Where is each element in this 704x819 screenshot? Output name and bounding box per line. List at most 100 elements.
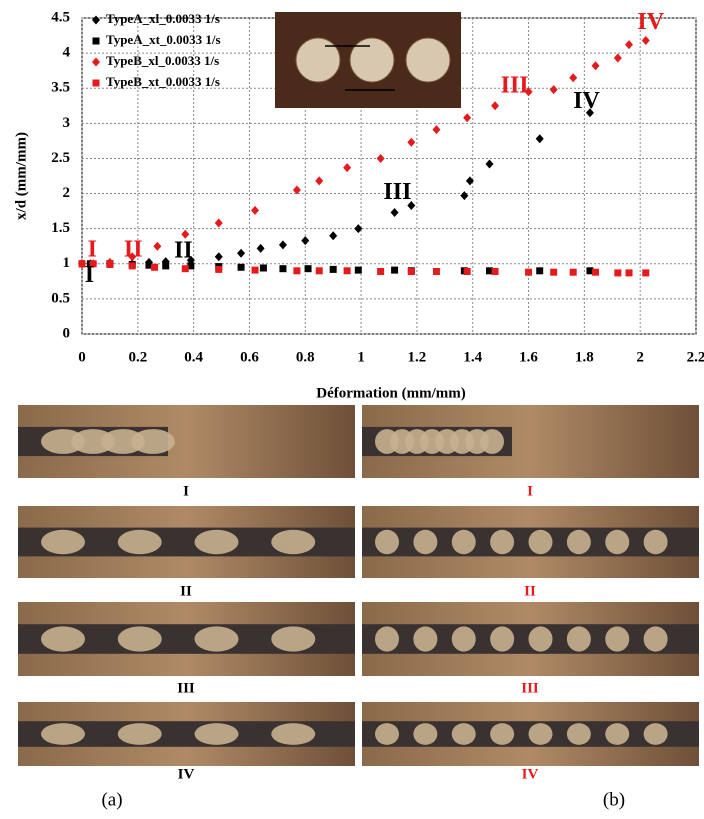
micrograph-fiber	[605, 626, 630, 652]
point	[315, 176, 324, 186]
micrograph-fiber	[194, 723, 239, 745]
point	[407, 200, 416, 210]
y-axis-label: x/d (mm/mm)	[13, 132, 29, 220]
inset-fiber	[405, 37, 451, 83]
point	[377, 268, 385, 276]
point	[279, 265, 287, 273]
caption: (b)	[603, 789, 625, 810]
x-tick-label: 2.2	[687, 349, 704, 365]
point	[460, 191, 469, 201]
point	[625, 40, 634, 50]
x-tick-label: 0	[78, 349, 86, 365]
micrograph-fiber	[375, 626, 399, 652]
x-axis-label: Déformation (mm/mm)	[316, 385, 466, 401]
point	[376, 153, 385, 163]
micrograph-fiber	[451, 723, 476, 745]
point	[549, 85, 558, 95]
point	[569, 268, 577, 276]
micrograph-fiber	[271, 529, 316, 555]
micrograph-fiber	[451, 529, 476, 555]
x-tick-label: 1.6	[519, 349, 538, 365]
point	[525, 268, 533, 276]
point	[214, 252, 223, 262]
annotation: IV	[637, 9, 664, 35]
point	[432, 125, 441, 135]
panel-label: IV	[178, 766, 195, 782]
micrograph-fiber	[194, 529, 239, 555]
y-tick-label: 3.5	[51, 80, 70, 96]
point	[465, 176, 474, 186]
y-tick-label: 4	[63, 45, 71, 61]
micrograph-fiber	[413, 723, 438, 745]
micrograph-fiber	[566, 626, 591, 652]
micrograph-fiber	[117, 723, 162, 745]
micrograph-fiber	[490, 529, 515, 555]
micrograph-fiber	[375, 723, 399, 745]
micrograph-fiber	[194, 626, 239, 652]
legend-marker	[92, 57, 100, 67]
point	[237, 248, 246, 258]
panel-label: III	[177, 680, 195, 696]
caption: (a)	[101, 789, 122, 810]
micrograph-fiber	[490, 723, 515, 745]
point	[625, 269, 633, 277]
micrograph-fiber	[528, 723, 553, 745]
micrograph-fiber	[528, 529, 553, 555]
annotation: II	[174, 237, 193, 263]
point	[214, 218, 223, 228]
point	[432, 268, 440, 276]
micrograph-fiber	[375, 529, 399, 555]
micrograph-fiber	[643, 529, 668, 555]
y-tick-label: 3	[63, 115, 71, 131]
micrograph-fiber	[490, 626, 515, 652]
micrograph-fiber	[480, 429, 504, 454]
x-tick-label: 0.8	[296, 349, 315, 365]
legend-marker	[92, 15, 100, 25]
point	[485, 159, 494, 169]
micrograph-fiber	[643, 723, 668, 745]
point	[215, 265, 223, 273]
point	[585, 108, 594, 118]
y-tick-label: 0.5	[51, 290, 70, 306]
point	[569, 73, 578, 83]
point	[586, 267, 594, 275]
y-tick-label: 2.5	[51, 150, 70, 166]
micrograph-fiber	[566, 529, 591, 555]
micrograph-fiber	[41, 723, 85, 745]
point	[256, 243, 265, 253]
point	[329, 231, 338, 241]
x-tick-label: 1.4	[463, 349, 482, 365]
y-tick-label: 2	[63, 185, 71, 201]
micrograph-fiber	[271, 723, 316, 745]
panel-label: I	[527, 483, 533, 499]
legend-marker	[92, 79, 100, 87]
x-tick-label: 0.4	[184, 349, 203, 365]
legend-label: TypeA_xt_0.0033 1/s	[106, 32, 221, 47]
point	[251, 266, 259, 274]
x-tick-label: 0.6	[240, 349, 259, 365]
micrograph-fiber	[271, 626, 316, 652]
micrograph-fiber	[41, 529, 85, 555]
inset-fiber	[295, 37, 341, 83]
point	[301, 236, 310, 246]
micrograph-fiber	[117, 529, 162, 555]
x-tick-label: 2	[636, 349, 644, 365]
x-tick-label: 1	[357, 349, 365, 365]
micrograph-fiber	[566, 723, 591, 745]
inset-fiber	[349, 37, 395, 83]
y-tick-label: 1.5	[51, 220, 70, 236]
micrograph-fiber	[131, 429, 175, 454]
point	[315, 267, 323, 275]
point	[293, 267, 301, 275]
point	[78, 260, 86, 268]
micrograph-fiber	[117, 626, 162, 652]
legend-label: TypeB_xt_0.0033 1/s	[106, 74, 220, 89]
point	[181, 265, 189, 273]
point	[391, 266, 399, 274]
point	[407, 268, 415, 276]
point	[642, 269, 650, 277]
panel-label: II	[180, 583, 192, 599]
point	[329, 265, 337, 273]
panel-label: I	[183, 483, 189, 499]
micrograph-fiber	[605, 529, 630, 555]
